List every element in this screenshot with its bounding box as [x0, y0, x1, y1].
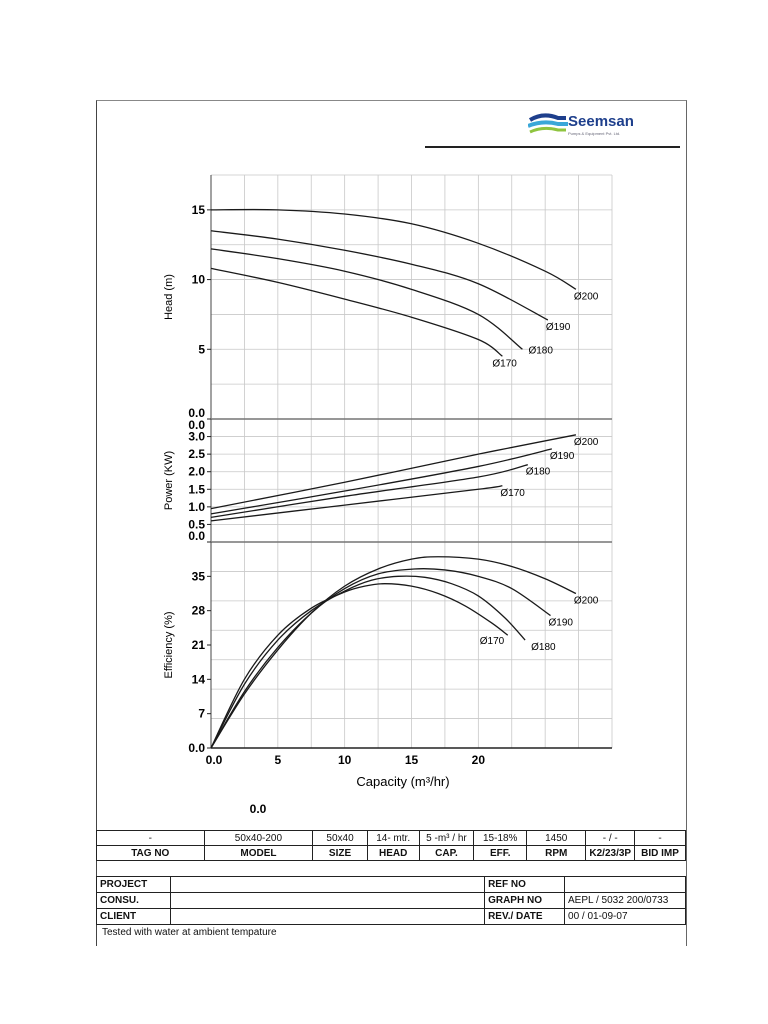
- curve-d180: [210, 464, 528, 519]
- size-header: SIZE: [312, 845, 368, 861]
- below-axis-label: 0.0: [250, 802, 267, 816]
- brand-name: Seemsan: [568, 113, 634, 130]
- y-tick-label: 0.0: [188, 406, 205, 420]
- info-table: PROJECT REF NO CONSU. GRAPH NO AEPL / 50…: [96, 876, 686, 925]
- y-tick-label: 7: [198, 707, 205, 721]
- spec-table: - 50x40-200 50x40 14- mtr. 5 -m³ / hr 15…: [96, 830, 686, 861]
- y-tick-label: 15: [192, 203, 206, 217]
- rpm-value: 1450: [526, 830, 587, 846]
- rev-date-value: 00 / 01-09-07: [564, 908, 686, 925]
- y-tick-label: 0.0: [188, 418, 205, 432]
- curve-d190: [210, 568, 551, 749]
- y-axis-label: Efficiency (%): [163, 611, 175, 678]
- col9-value: -: [634, 830, 686, 846]
- x-tick-label: 20: [472, 753, 486, 767]
- curve-d200: [210, 208, 577, 290]
- curve-label: Ø180: [528, 345, 553, 356]
- curve-d170: [210, 583, 509, 749]
- y-tick-label: 28: [192, 604, 206, 618]
- client-label: CLIENT: [96, 908, 171, 925]
- client-value: [169, 908, 486, 925]
- info-row-client: CLIENT REV./ DATE 00 / 01-09-07: [96, 908, 686, 925]
- curve-d190: [210, 230, 549, 321]
- x-tick-label: 0.0: [206, 753, 223, 767]
- curve-label: Ø170: [480, 636, 505, 647]
- spec-values-row: - 50x40-200 50x40 14- mtr. 5 -m³ / hr 15…: [96, 830, 686, 846]
- seemsan-logo: [528, 113, 568, 134]
- curve-label: Ø200: [574, 596, 599, 607]
- model-value: 50x40-200: [203, 830, 314, 846]
- consu-value: [169, 892, 486, 909]
- y-tick-label: 0.0: [188, 741, 205, 755]
- curve-label: Ø190: [549, 618, 574, 629]
- rpm-header: RPM: [526, 845, 587, 861]
- brand-tagline: Pumps & Equipment Pvt. Ltd.: [568, 131, 621, 136]
- tag-no-header: TAG NO: [96, 845, 205, 861]
- eff-value: 15-18%: [473, 830, 528, 846]
- curve-d180: [210, 248, 523, 350]
- ref-no-value: [564, 876, 686, 893]
- eff-header: EFF.: [473, 845, 528, 861]
- y-tick-label: 10: [192, 273, 206, 287]
- bid-imp-header: BID IMP: [634, 845, 686, 861]
- cap-header: CAP.: [418, 845, 475, 861]
- cap-value: 5 -m³ / hr: [418, 830, 475, 846]
- project-label: PROJECT: [96, 876, 171, 893]
- curve-label: Ø200: [574, 291, 599, 302]
- y-axis-label: Power (KW): [163, 451, 175, 510]
- document-border: [96, 100, 687, 946]
- y-tick-label: 21: [192, 638, 206, 652]
- curve-label: Ø190: [550, 451, 575, 462]
- x-tick-label: 15: [405, 753, 419, 767]
- y-tick-label: 5: [198, 342, 205, 356]
- y-tick-label: 2.5: [188, 447, 205, 461]
- x-tick-label: 10: [338, 753, 352, 767]
- curve-d180: [210, 575, 526, 749]
- head-value: 14- mtr.: [366, 830, 420, 846]
- y-tick-label: 14: [192, 672, 206, 686]
- y-tick-label: 1.5: [188, 482, 205, 496]
- head-header: HEAD: [366, 845, 420, 861]
- info-row-project: PROJECT REF NO: [96, 876, 686, 893]
- curve-label: Ø170: [500, 488, 525, 499]
- ref-no-label: REF NO: [484, 876, 566, 893]
- curve-d200: [210, 434, 577, 510]
- curve-d190: [210, 448, 553, 515]
- info-row-consultant: CONSU. GRAPH NO AEPL / 5032 200/0733: [96, 892, 686, 909]
- project-value: [169, 876, 486, 893]
- graph-no-label: GRAPH NO: [484, 892, 566, 909]
- col8-header: K2/23/3P: [585, 845, 636, 861]
- col8-value: - / -: [585, 830, 636, 846]
- graph-no-value: AEPL / 5032 200/0733: [564, 892, 686, 909]
- y-tick-label: 0.0: [188, 529, 205, 543]
- x-axis-label: Capacity (m³/hr): [356, 774, 449, 789]
- x-tick-label: 5: [274, 753, 281, 767]
- y-axis-label: Head (m): [163, 274, 175, 320]
- y-tick-label: 2.0: [188, 465, 205, 479]
- curve-d200: [210, 556, 577, 749]
- y-tick-label: 1.0: [188, 500, 205, 514]
- rev-date-label: REV./ DATE: [484, 908, 566, 925]
- curve-d170: [210, 485, 503, 522]
- y-tick-label: 35: [192, 569, 206, 583]
- spec-headers-row: TAG NO MODEL SIZE HEAD CAP. EFF. RPM K2/…: [96, 845, 686, 861]
- curve-label: Ø170: [492, 358, 517, 369]
- curve-label: Ø200: [574, 437, 599, 448]
- curve-label: Ø180: [526, 467, 551, 478]
- y-tick-label: 3.0: [188, 430, 205, 444]
- header-rule: [425, 146, 680, 148]
- consu-label: CONSU.: [96, 892, 171, 909]
- curve-label: Ø190: [546, 322, 571, 333]
- model-header: MODEL: [203, 845, 314, 861]
- curve-d170: [210, 267, 503, 357]
- curve-label: Ø180: [531, 642, 556, 653]
- test-note: Tested with water at ambient tempature: [102, 927, 277, 938]
- size-value: 50x40: [312, 830, 368, 846]
- tag-no-value: -: [96, 830, 205, 846]
- y-tick-label: 0.5: [188, 517, 205, 531]
